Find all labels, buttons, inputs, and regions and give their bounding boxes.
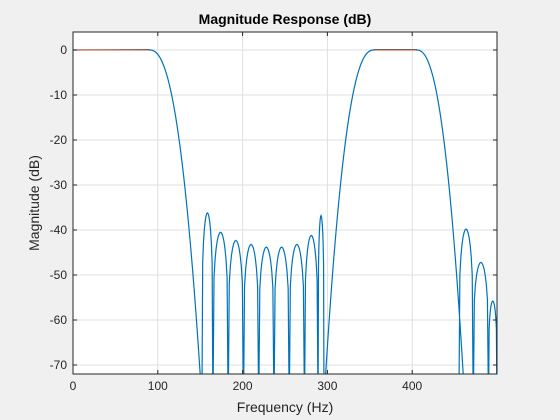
x-tick-label: 100 [148,379,168,393]
y-tick-label: -20 [50,133,68,147]
y-tick-label: -70 [50,358,68,372]
x-tick-label: 300 [317,379,337,393]
y-tick-label: -60 [50,313,68,327]
x-tick-label: 400 [402,379,422,393]
axes-box [72,31,498,375]
x-tick-label: 200 [233,379,253,393]
y-tick-label: -40 [50,223,68,237]
y-axis-label: Magnitude (dB) [26,155,42,251]
magnitude-curve-layer [73,48,497,374]
x-tick-label: 0 [70,379,77,393]
y-tick-label: -30 [50,178,68,192]
plot-area [73,32,497,374]
magnitude-line [73,48,497,374]
chart-title: Magnitude Response (dB) [199,11,372,27]
y-tick-label: 0 [60,43,67,57]
y-tick-label: -10 [50,88,68,102]
axis-ticks: 0 100 200 300 400 0 -10 -20 -30 -40 -50 -60 -70 [50,32,497,393]
x-axis-label: Frequency (Hz) [237,399,333,415]
y-tick-label: -50 [50,268,68,282]
